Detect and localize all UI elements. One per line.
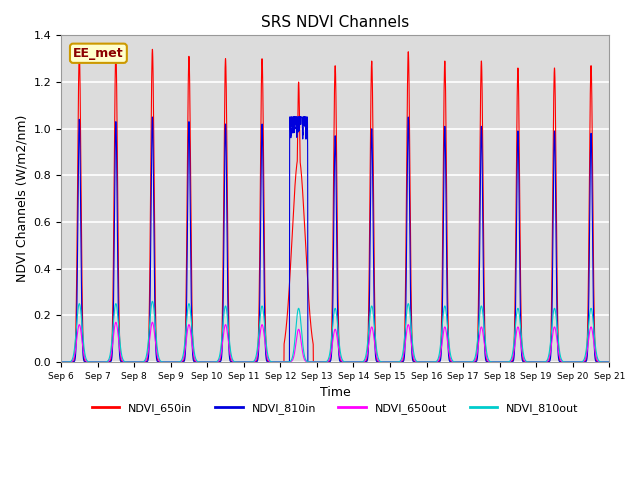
NDVI_650in	[148, 47, 156, 52]
X-axis label: Time: Time	[320, 386, 351, 399]
NDVI_650in	[489, 359, 497, 365]
Line: NDVI_650out: NDVI_650out	[61, 322, 609, 362]
NDVI_810out	[175, 359, 182, 365]
NDVI_810out	[411, 355, 419, 361]
NDVI_810in	[286, 114, 294, 120]
NDVI_650in	[57, 359, 65, 365]
NDVI_810out	[262, 341, 270, 347]
NDVI_810in	[605, 359, 613, 365]
NDVI_810out	[57, 359, 65, 365]
NDVI_650out	[57, 359, 65, 365]
NDVI_810in	[411, 359, 419, 365]
NDVI_650in	[411, 359, 419, 365]
Line: NDVI_810out: NDVI_810out	[61, 301, 609, 362]
NDVI_810in	[489, 359, 497, 365]
NDVI_810in	[262, 357, 270, 362]
NDVI_650in	[604, 359, 611, 365]
Line: NDVI_650in: NDVI_650in	[61, 49, 609, 362]
NDVI_650in	[605, 359, 613, 365]
NDVI_810in	[175, 359, 182, 365]
NDVI_810out	[604, 359, 611, 365]
NDVI_650out	[175, 359, 182, 365]
NDVI_650in	[169, 359, 177, 365]
NDVI_810out	[169, 359, 177, 365]
NDVI_810in	[604, 359, 611, 365]
NDVI_810out	[605, 359, 613, 365]
Y-axis label: NDVI Channels (W/m2/nm): NDVI Channels (W/m2/nm)	[15, 115, 28, 282]
Legend: NDVI_650in, NDVI_810in, NDVI_650out, NDVI_810out: NDVI_650in, NDVI_810in, NDVI_650out, NDV…	[87, 398, 583, 419]
Text: EE_met: EE_met	[73, 47, 124, 60]
NDVI_810out	[148, 299, 156, 304]
Title: SRS NDVI Channels: SRS NDVI Channels	[261, 15, 410, 30]
NDVI_650out	[262, 350, 270, 356]
NDVI_650in	[262, 348, 270, 354]
NDVI_810in	[57, 359, 65, 365]
NDVI_650out	[411, 358, 419, 363]
NDVI_650out	[605, 359, 613, 365]
NDVI_650out	[169, 359, 177, 365]
NDVI_810in	[169, 359, 177, 365]
NDVI_650out	[604, 359, 611, 365]
NDVI_650out	[112, 319, 120, 325]
NDVI_650in	[175, 359, 182, 365]
NDVI_810out	[489, 359, 497, 365]
Line: NDVI_810in: NDVI_810in	[61, 117, 609, 362]
NDVI_650out	[489, 359, 497, 365]
